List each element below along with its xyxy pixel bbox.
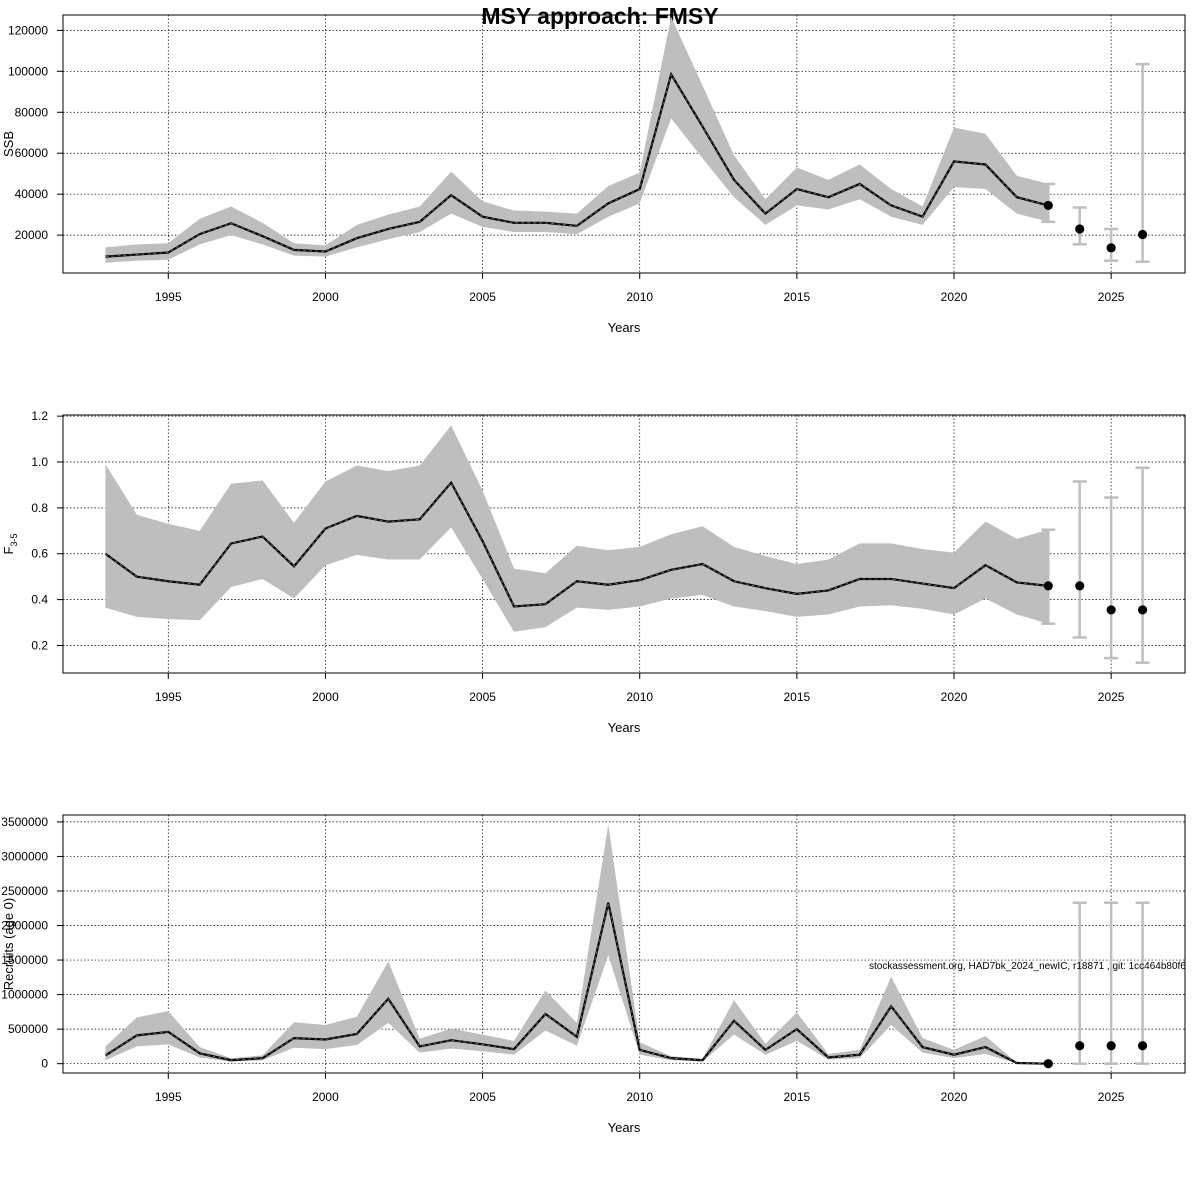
x-tick-label: 1995 (155, 690, 182, 704)
forecast-point (1106, 243, 1116, 253)
forecast-point (1043, 581, 1053, 591)
x-tick-label: 2020 (941, 290, 968, 304)
forecast-point (1137, 229, 1148, 240)
x-tick-label: 2005 (469, 290, 496, 304)
y-tick-label: 1.2 (31, 409, 48, 423)
x-tick-label: 2005 (469, 690, 496, 704)
forecast-point (1106, 605, 1116, 615)
y-tick-label: 60000 (15, 146, 49, 160)
credit-text: stockassessment.org, HAD7bk_2024_newIC, … (869, 961, 1186, 972)
x-axis-label: Years (608, 320, 641, 335)
x-tick-label: 2015 (784, 690, 811, 704)
y-tick-label: 0.2 (31, 638, 48, 652)
y-tick-label: 20000 (15, 228, 49, 242)
y-tick-label: 3500000 (1, 815, 48, 829)
forecast-point (1075, 224, 1085, 234)
figure-title: MSY approach: FMSY (481, 3, 718, 29)
confidence-band (105, 425, 1049, 632)
y-tick-label: 0 (41, 1057, 48, 1071)
x-tick-label: 2025 (1098, 1090, 1125, 1104)
y-axis-label: SSB (1, 131, 16, 157)
y-tick-label: 80000 (15, 105, 49, 119)
y-tick-label: 120000 (8, 23, 48, 37)
forecast-point (1075, 581, 1085, 591)
y-axis-label-main: SSB (1, 131, 16, 157)
y-tick-label: 2000000 (1, 919, 48, 933)
x-tick-label: 2010 (626, 690, 653, 704)
y-tick-label: 0.8 (31, 501, 48, 515)
y-axis-label: Recruits (age 0) (1, 898, 16, 990)
y-axis-label-main: Recruits (age 0) (1, 898, 16, 990)
x-tick-label: 2015 (784, 290, 811, 304)
x-axis-label: Years (608, 1120, 641, 1135)
estimate-line-dashes (105, 73, 1049, 258)
estimate-line-dashes (105, 481, 1049, 607)
y-tick-label: 1000000 (1, 988, 48, 1002)
x-tick-label: 2000 (312, 1090, 339, 1104)
x-tick-label: 2020 (941, 1090, 968, 1104)
x-tick-label: 2010 (626, 1090, 653, 1104)
x-tick-label: 2005 (469, 1090, 496, 1104)
x-axis-label: Years (608, 720, 641, 735)
y-tick-label: 1500000 (1, 953, 48, 967)
x-tick-label: 2025 (1098, 290, 1125, 304)
panel-3: 1995 2000 2005 2010 2015 2020 2025 0 500000 10000… (1, 814, 1186, 1135)
x-tick-label: 2000 (312, 690, 339, 704)
forecast-point (1137, 605, 1148, 615)
plot-frame (62, 14, 1186, 274)
y-axis-label-subscript: 3-5 (9, 534, 19, 547)
x-tick-label: 2025 (1098, 690, 1125, 704)
x-tick-label: 2000 (312, 290, 339, 304)
x-tick-label: 2010 (626, 290, 653, 304)
y-axis-label: F3-5 (1, 534, 19, 555)
forecast-point (1075, 1041, 1085, 1051)
forecast-point (1137, 1041, 1148, 1051)
plot-frame (62, 814, 1186, 1074)
panel-2: 1995 2000 2005 2010 2015 2020 2025 0.2 0.4 0.6 0.8… (1, 409, 1186, 735)
y-tick-label: 2500000 (1, 884, 48, 898)
y-tick-label: 100000 (8, 64, 48, 78)
confidence-band (105, 17, 1049, 263)
forecast-point (1106, 1041, 1116, 1051)
forecast-point (1043, 1059, 1053, 1069)
x-tick-label: 1995 (155, 1090, 182, 1104)
estimate-line-dashes (105, 902, 1049, 1065)
panels: 1995 2000 2005 2010 2015 2020 2025200004000060… (1, 14, 1186, 1135)
x-tick-label: 2015 (784, 1090, 811, 1104)
y-tick-label: 500000 (8, 1022, 48, 1036)
y-tick-label: 3000000 (1, 849, 48, 863)
y-tick-label: 1.0 (31, 455, 48, 469)
x-tick-label: 2020 (941, 690, 968, 704)
y-tick-label: 0.6 (31, 547, 48, 561)
x-tick-label: 1995 (155, 290, 182, 304)
y-tick-label: 40000 (15, 187, 49, 201)
forecast-point (1043, 200, 1053, 211)
plot-frame (62, 414, 1186, 674)
panel-1: 1995 2000 2005 2010 2015 2020 2025 20000 40000 60… (1, 14, 1186, 335)
y-tick-label: 0.4 (31, 593, 48, 607)
y-axis-label-main: F (1, 546, 16, 554)
